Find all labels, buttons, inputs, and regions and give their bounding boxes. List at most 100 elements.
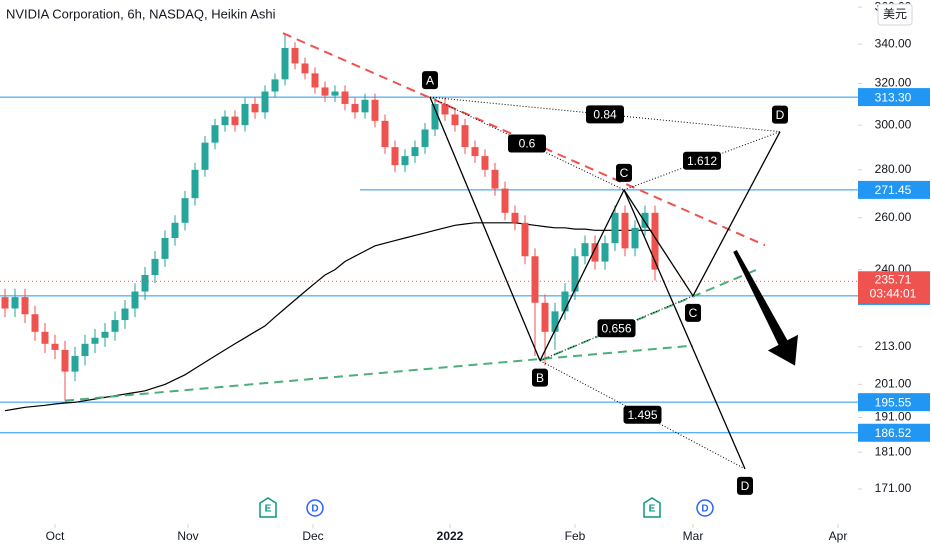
pattern-point-label: C — [620, 166, 629, 180]
candle-body — [531, 256, 539, 303]
candle-body — [251, 103, 259, 113]
candle-body — [651, 212, 659, 270]
candle-body — [311, 73, 319, 88]
candle-body — [571, 256, 579, 292]
event-earnings — [643, 497, 661, 518]
ratio-label: 0.84 — [593, 108, 617, 122]
x-tick-label: 2022 — [437, 529, 464, 543]
candle-body — [11, 297, 19, 309]
y-tick-label: 280.00 — [875, 162, 912, 176]
y-tick-label: 191.00 — [875, 410, 912, 424]
pattern-point-label: D — [776, 108, 785, 122]
candle-body — [361, 99, 369, 113]
level-label: 186.52 — [875, 426, 912, 440]
candle-body — [301, 63, 309, 74]
x-tick-label: Apr — [829, 529, 848, 543]
candle-body — [561, 291, 569, 312]
x-tick-label: Oct — [46, 529, 65, 543]
y-tick-label: 340.00 — [875, 36, 912, 50]
candle-body — [631, 227, 639, 249]
level-label: 313.30 — [875, 90, 912, 104]
x-tick-label: Feb — [565, 529, 586, 543]
candle-body — [241, 103, 249, 126]
pattern-leg — [623, 189, 746, 470]
candle-body — [221, 116, 229, 126]
candle-body — [641, 212, 649, 228]
candle-body — [341, 91, 349, 104]
pattern-leg — [692, 131, 781, 297]
candle-body — [21, 297, 29, 315]
ratio-label: 0.6 — [519, 137, 536, 151]
pattern-point-box — [737, 476, 753, 495]
candle-body — [431, 103, 439, 130]
candle-body — [141, 275, 149, 292]
level-label-box — [858, 423, 930, 442]
candle-body — [151, 258, 159, 276]
pattern-point-label: A — [426, 73, 434, 87]
ratio-box — [597, 319, 636, 338]
candle-body — [71, 356, 79, 372]
ratio-label: 0.656 — [601, 321, 631, 335]
candle-body — [481, 156, 489, 170]
candle-body — [601, 243, 609, 262]
candle-body — [211, 125, 219, 143]
pattern-leg — [539, 189, 625, 361]
candle-body — [411, 147, 419, 157]
event-label: E — [649, 504, 656, 515]
y-tick-label: 320.00 — [875, 76, 912, 90]
ratio-box — [508, 134, 546, 153]
candle-body — [581, 243, 589, 257]
candle-body — [111, 320, 119, 332]
candle-body — [351, 103, 359, 113]
pattern-point-label: B — [536, 371, 544, 385]
candle-body — [381, 120, 389, 148]
candle-body — [41, 331, 49, 344]
candle-body — [491, 169, 499, 189]
x-tick-label: Nov — [177, 529, 198, 543]
candle-body — [281, 47, 289, 80]
y-tick-label: 181.00 — [875, 444, 912, 458]
level-label: 271.45 — [875, 183, 912, 197]
candle-body — [471, 147, 479, 157]
event-dividend — [306, 499, 324, 517]
candle-body — [451, 114, 459, 126]
candle-body — [511, 212, 519, 223]
candle-body — [441, 103, 449, 115]
level-label-box — [858, 88, 930, 107]
candle-body — [61, 349, 69, 372]
candle-body — [501, 188, 509, 213]
candle-body — [401, 156, 409, 166]
currency[interactable]: 美元 — [883, 7, 907, 21]
candle-body — [591, 243, 599, 262]
candle-body — [261, 91, 269, 113]
ratio-box — [623, 405, 662, 424]
event-label: D — [701, 504, 708, 515]
ratio-box — [586, 105, 624, 124]
candle-body — [121, 308, 129, 321]
candle-body — [541, 302, 549, 332]
arrow — [733, 250, 799, 366]
y-tick-label: 260.00 — [875, 210, 912, 224]
candle-body — [291, 47, 299, 64]
candle-body — [201, 142, 209, 170]
candle-body — [551, 311, 559, 332]
pattern-ratio-line — [539, 295, 694, 362]
candle-body — [191, 169, 199, 199]
ratio-label: 1.495 — [627, 408, 657, 422]
pattern-point-box — [616, 163, 632, 182]
candle-body — [161, 238, 169, 259]
candle-body — [131, 291, 139, 309]
level-label: 195.55 — [875, 395, 912, 409]
level-label-box — [858, 393, 930, 412]
pattern-leg — [429, 96, 541, 361]
currency-box[interactable] — [877, 3, 913, 26]
y-tick-label: 201.00 — [875, 377, 912, 391]
candle-body — [31, 314, 39, 332]
candle-body — [421, 129, 429, 148]
candle-body — [391, 147, 399, 166]
last-price-box — [858, 271, 930, 304]
candle-body — [621, 212, 629, 249]
